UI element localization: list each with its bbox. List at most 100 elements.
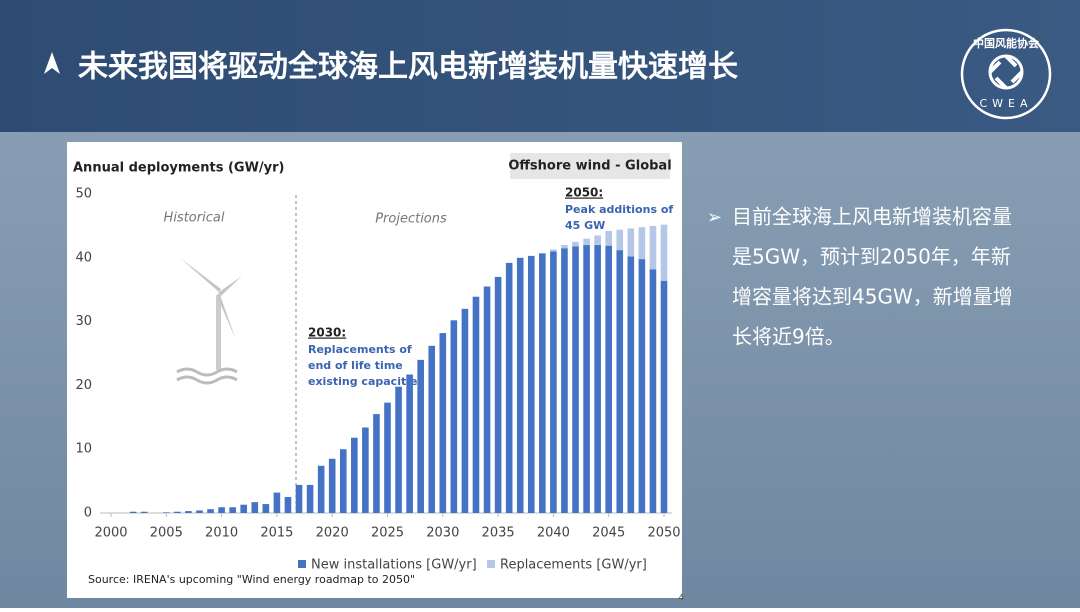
legend-swatch [487,560,495,568]
x-tick-label: 2010 [205,526,238,541]
annotation: 45 GW [565,219,605,232]
bar-segment [174,511,181,513]
legend-swatch [298,560,306,568]
chart-subtitle-box [510,153,670,179]
annotation: Peak additions of [565,203,673,216]
x-tick-label: 2045 [592,526,625,541]
bar-segment [218,507,225,513]
chart-panel [67,142,682,598]
bar-segment [240,504,248,513]
bar-segment [295,484,303,513]
source-note: Source: IRENA's upcoming "Wind energy ro… [88,573,415,586]
slide-title: 未来我国将驱动全球海上风电新增装机量快速增长 [78,50,738,85]
x-tick-label: 2000 [94,526,127,541]
bar-segment [362,427,369,513]
bar-segment [373,414,380,513]
annotation: Historical [164,211,225,226]
bar-segment [605,231,612,246]
y-tick-label: 30 [75,314,92,329]
bullet-text: 是5GW，预计到2050年，年新 [732,245,1011,269]
x-tick-label: 2035 [482,526,515,541]
bar-segment [229,507,236,513]
bar-segment [185,511,192,513]
bar-segment [472,296,480,513]
bar-segment [649,225,657,270]
bar-segment [660,280,668,513]
bar-segment [339,449,347,513]
bar-segment [583,245,590,514]
bar-segment [317,465,325,513]
bar-segment [351,437,358,513]
y-tick-label: 50 [75,187,92,202]
legend-label: Replacements [GW/yr] [500,558,647,573]
y-tick-label: 0 [84,506,92,521]
x-tick-label: 2030 [426,526,459,541]
bar-segment [284,497,292,513]
chart-title: Annual deployments (GW/yr) [73,161,285,176]
x-tick-label: 2020 [316,526,349,541]
legend-label: New installations [GW/yr] [311,558,477,573]
bar-segment [539,253,546,514]
bar-segment [561,248,568,514]
annotation: Replacements of [308,343,412,356]
x-tick-label: 2005 [150,526,183,541]
bar-segment [439,333,447,513]
annotation: 2030: [308,326,346,340]
bar-segment [516,257,524,513]
annotation: end of life time [308,359,403,372]
bar-segment [328,458,336,513]
bar-segment [262,504,270,513]
bar-segment [207,509,214,513]
bar-segment [627,228,635,257]
bar-segment [251,502,259,513]
bar-segment [384,402,391,513]
x-tick-label: 2015 [260,526,293,541]
bar-segment [494,276,502,513]
x-tick-label: 2040 [537,526,570,541]
bar-segment [616,250,624,514]
bar-segment [550,251,557,514]
bar-segment [660,224,668,281]
bar-segment [395,386,402,513]
bar-segment [649,269,657,513]
logo: 中国风能协会 CWEA [960,28,1052,120]
bar-segment [417,359,424,513]
bar-segment [561,245,568,249]
bar-segment [483,286,491,513]
bar-segment [129,511,137,513]
bar-segment [627,256,635,513]
bar-segment [163,512,170,513]
bar-segment [594,235,601,246]
bar-segment [140,511,148,513]
bullet-marker: ➢ [707,207,722,228]
bar-segment [527,255,535,514]
y-tick-label: 40 [75,250,92,265]
bar-segment [505,262,513,513]
logo-en: CWEA [979,97,1032,110]
bar-segment [550,249,557,252]
bullet-text: 长将近9倍。 [732,325,845,349]
page-number: 4 [678,594,684,604]
bar-segment [196,510,203,513]
bar-segment [450,320,458,513]
header-icon [44,52,60,74]
bullet-text: 目前全球海上风电新增装机容量 [732,205,1012,229]
logo-cn: 中国风能协会 [973,36,1040,50]
bar-segment [273,492,281,513]
bar-segment [594,245,601,514]
bar-segment [616,229,624,251]
bar-segment [638,259,646,513]
bar-segment [428,345,436,513]
bar-segment [572,246,579,514]
bar-segment [638,227,646,260]
bar-segment [583,238,590,246]
annotation: existing capacities [308,375,424,388]
x-tick-label: 2050 [647,526,680,541]
annotation: 2050: [565,186,603,200]
bar-segment [572,241,579,247]
y-tick-label: 10 [75,442,92,457]
bar-segment [605,245,612,514]
turbine-icon [176,258,242,385]
y-tick-label: 20 [75,378,92,393]
